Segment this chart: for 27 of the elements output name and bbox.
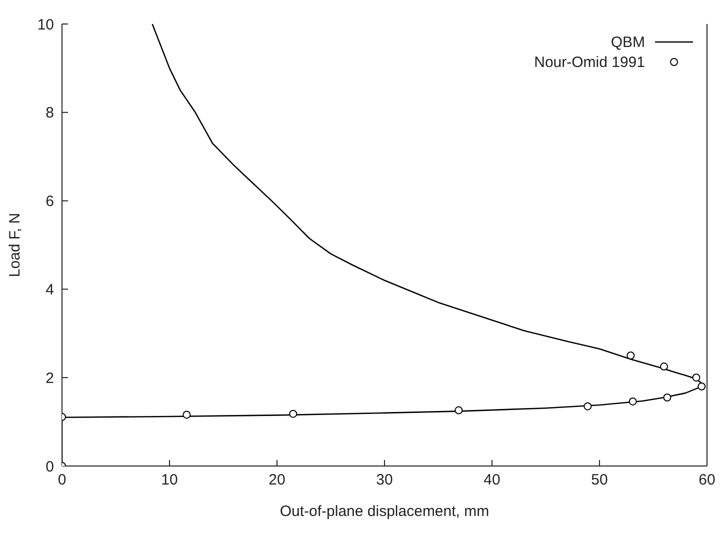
y-axis-title: Load F, N	[6, 212, 24, 278]
point	[660, 362, 668, 371]
y-tick-label: 10	[37, 16, 54, 34]
y-tick-label: 0	[46, 458, 54, 476]
x-tick-label: 60	[698, 472, 716, 489]
x-tick-label: 20	[268, 472, 286, 489]
x-axis-title: Out-of-plane displacement, mm	[280, 503, 490, 520]
point	[182, 410, 191, 419]
x-tick-label: 50	[591, 472, 608, 489]
point	[663, 393, 672, 402]
x-tick-label: 10	[161, 472, 178, 489]
legend-label: Nour-Omid 1991	[534, 54, 645, 70]
y-tick-label: 8	[46, 104, 54, 122]
legend-label: QBM	[610, 34, 645, 50]
x-tick-label: 0	[58, 472, 66, 489]
point	[584, 402, 592, 410]
y-tick-label: 4	[46, 282, 54, 299]
x-tick-label: 30	[376, 472, 393, 489]
y-tick-label: 2	[46, 370, 54, 387]
point	[698, 382, 706, 390]
x-tick-label: 40	[484, 472, 500, 489]
point	[628, 397, 637, 406]
point	[626, 352, 635, 360]
point	[454, 406, 463, 414]
point	[692, 374, 700, 382]
y-tick-label: 6	[46, 193, 54, 210]
point	[289, 410, 298, 418]
